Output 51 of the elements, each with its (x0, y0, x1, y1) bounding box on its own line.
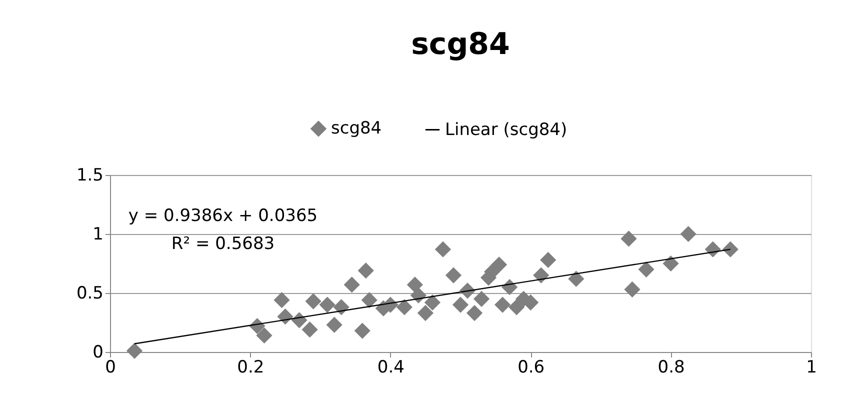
point (319, 296, 336, 313)
point (396, 299, 412, 316)
point (540, 252, 556, 268)
point (445, 267, 462, 284)
point (494, 296, 511, 313)
point (508, 299, 525, 316)
point (344, 276, 360, 293)
point (502, 279, 518, 296)
point (361, 292, 378, 308)
point (417, 305, 434, 322)
y-tick-label: 1 (92, 224, 104, 244)
x-tick-label: 0.8 (658, 358, 685, 378)
x-tick-label: 0.2 (237, 358, 264, 378)
legend-label: Linear (scg84) (445, 120, 568, 140)
point (620, 230, 637, 247)
point (406, 276, 423, 293)
point (305, 293, 322, 310)
point (680, 226, 696, 242)
x-tick-label: 0 (105, 358, 116, 378)
point (568, 270, 584, 287)
point (302, 322, 318, 338)
legend-label: scg84 (331, 118, 382, 139)
point (326, 316, 342, 333)
point (624, 281, 640, 298)
point (662, 255, 679, 272)
point (704, 241, 721, 258)
x-tick-label: 0.4 (377, 358, 404, 378)
point (274, 292, 290, 308)
point (434, 241, 452, 258)
chart-title: scg84 (411, 27, 510, 62)
point (466, 305, 483, 322)
point (358, 262, 374, 279)
y-tick-label: 0 (92, 342, 104, 362)
x-tick-label: 0.6 (518, 358, 545, 378)
point (256, 327, 272, 344)
point (638, 261, 654, 278)
point (490, 256, 508, 273)
annotation: R² = 0.5683 (171, 234, 275, 254)
x-tick-label: 1 (806, 358, 817, 378)
point (333, 299, 350, 316)
annotation: y = 0.9386x + 0.0365 (128, 206, 318, 226)
point (473, 290, 490, 307)
point (722, 241, 738, 258)
y-tick-label: 1.5 (76, 166, 104, 186)
point (452, 296, 469, 313)
point (424, 294, 441, 310)
point (410, 287, 426, 304)
y-tick-label: 0.5 (76, 284, 104, 304)
point (126, 342, 143, 359)
point (533, 267, 550, 284)
point (354, 322, 370, 339)
